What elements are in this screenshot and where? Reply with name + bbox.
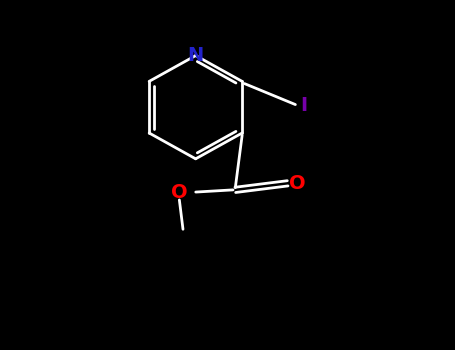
Text: O: O <box>289 174 306 193</box>
Text: I: I <box>300 96 307 115</box>
Text: O: O <box>171 183 187 202</box>
Text: N: N <box>187 46 204 65</box>
